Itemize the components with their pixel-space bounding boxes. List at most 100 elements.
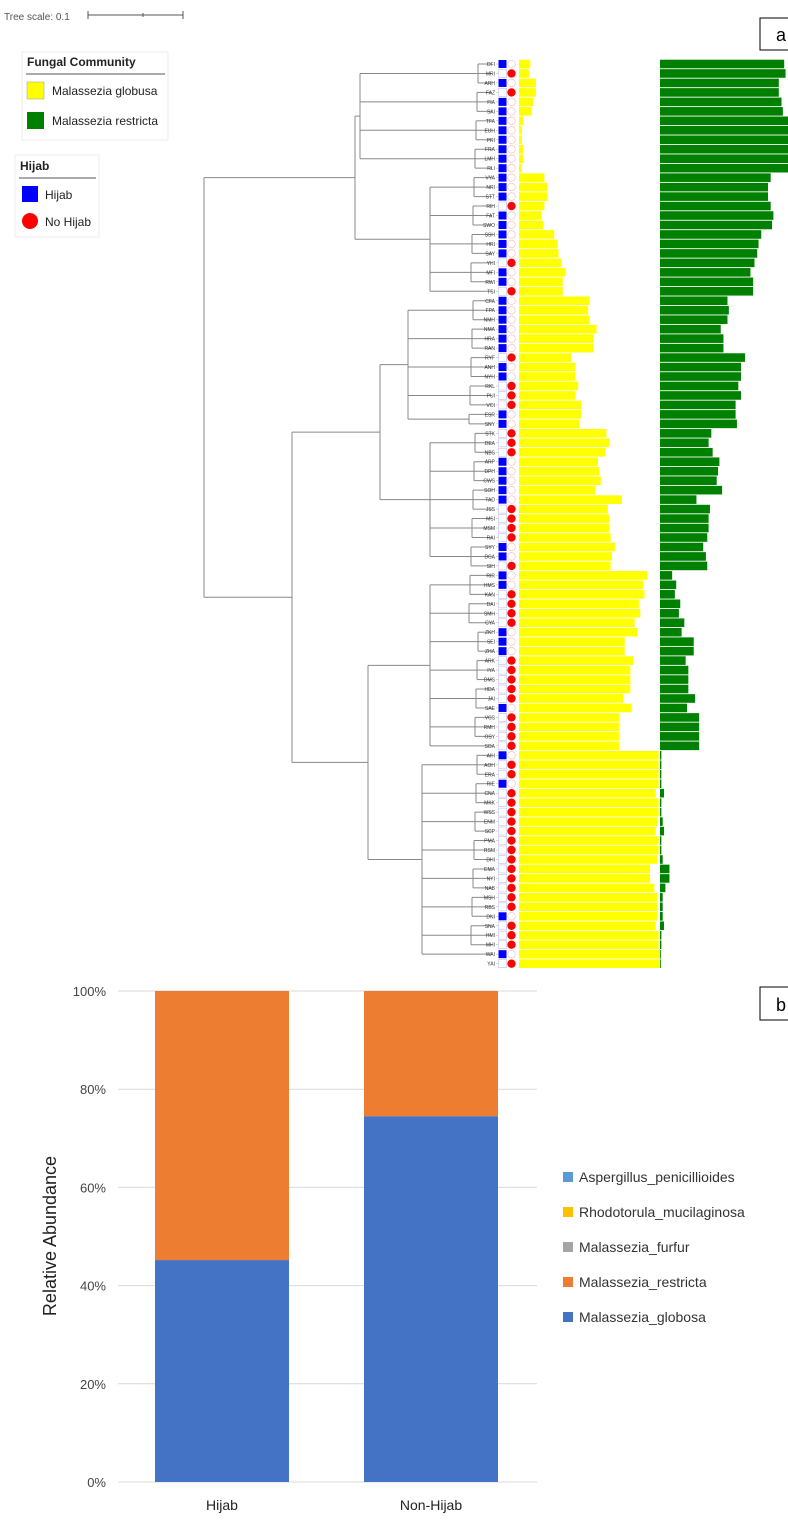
globosa-bar bbox=[519, 230, 555, 239]
legend-swatch bbox=[563, 1277, 573, 1287]
restricta-bar bbox=[660, 343, 724, 353]
restricta-bar bbox=[660, 296, 728, 306]
hijab-marker-empty bbox=[498, 533, 507, 542]
sample-row: NYH bbox=[484, 372, 741, 381]
no-hijab-marker-empty bbox=[507, 571, 516, 580]
hijab-marker-empty bbox=[498, 741, 507, 751]
globosa-bar bbox=[519, 637, 625, 646]
no-hijab-marker bbox=[507, 940, 516, 949]
restricta-bar bbox=[660, 239, 759, 249]
restricta-bar bbox=[660, 590, 675, 599]
sample-label: SAE bbox=[485, 706, 496, 712]
chart-legend: Aspergillus_penicillioides Rhodotorula_mu… bbox=[563, 1169, 745, 1325]
no-hijab-marker-empty bbox=[507, 457, 516, 466]
globosa-bar bbox=[519, 769, 659, 779]
hijab-marker-empty bbox=[498, 88, 507, 97]
hijab-marker bbox=[498, 315, 507, 324]
no-hijab-marker-empty bbox=[507, 552, 516, 561]
no-hijab-marker-empty bbox=[507, 306, 516, 315]
globosa-bar bbox=[519, 438, 610, 448]
hijab-marker-empty bbox=[498, 561, 507, 571]
no-hijab-marker bbox=[507, 921, 516, 930]
hijab-marker bbox=[498, 457, 507, 466]
globosa-bar bbox=[519, 476, 601, 485]
no-hijab-marker-empty bbox=[507, 343, 516, 353]
globosa-bar bbox=[519, 883, 655, 893]
no-hijab-marker bbox=[507, 533, 516, 542]
restricta-bar bbox=[660, 893, 663, 902]
globosa-bar bbox=[519, 182, 548, 192]
restricta-bar bbox=[660, 817, 663, 826]
no-hijab-marker-empty bbox=[507, 182, 516, 192]
sample-label: ESR bbox=[485, 412, 496, 418]
hijab-marker-empty bbox=[498, 769, 507, 779]
sample-label: DHI bbox=[486, 857, 495, 863]
no-hijab-marker bbox=[507, 656, 516, 665]
legend-label: Rhodotorula_mucilaginosa bbox=[579, 1204, 745, 1220]
sample-label: RLI bbox=[487, 166, 495, 172]
restricta-bar bbox=[660, 353, 746, 362]
restricta-bar bbox=[660, 855, 663, 864]
restricta-bar bbox=[660, 220, 773, 230]
sample-label: CFA bbox=[485, 299, 495, 305]
restricta-bar bbox=[660, 485, 723, 495]
sample-label: LMH bbox=[484, 157, 495, 163]
sample-row: RSM bbox=[484, 845, 662, 855]
globosa-bar bbox=[519, 959, 660, 968]
sample-row: EMA bbox=[484, 864, 670, 874]
no-hijab-marker bbox=[507, 874, 516, 883]
globosa-bar bbox=[519, 258, 562, 268]
sample-label: MRI bbox=[486, 71, 495, 77]
restricta-bar bbox=[660, 959, 661, 968]
sample-label: SCP bbox=[485, 829, 496, 835]
legend-swatch bbox=[563, 1207, 573, 1217]
restricta-bar bbox=[660, 249, 758, 258]
restricta-bar bbox=[660, 495, 697, 504]
globosa-bar bbox=[519, 571, 648, 580]
restricta-bar bbox=[660, 769, 662, 779]
globosa-bar bbox=[519, 798, 659, 807]
sample-row: ARP bbox=[485, 457, 720, 467]
sample-label: HRA bbox=[484, 337, 495, 343]
sample-label: NYH bbox=[484, 375, 495, 381]
bar-segment bbox=[364, 991, 498, 1117]
sample-label: HRI bbox=[486, 242, 495, 248]
sample-label: EUH bbox=[484, 128, 495, 134]
sample-row: SAY bbox=[485, 249, 758, 258]
sample-label: WAI bbox=[486, 952, 495, 958]
sample-row: ERA bbox=[485, 769, 662, 779]
globosa-bar bbox=[519, 930, 659, 940]
sample-label: MHI bbox=[486, 943, 495, 949]
sample-row: VCS bbox=[485, 713, 700, 722]
hijab-marker bbox=[498, 779, 507, 788]
globosa-bar bbox=[519, 608, 641, 618]
globosa-bar bbox=[519, 836, 659, 845]
sample-label: JSS bbox=[486, 507, 496, 513]
legend-label: Malassezia_furfur bbox=[579, 1239, 690, 1255]
hijab-marker-empty bbox=[498, 391, 507, 400]
sample-label: RAN bbox=[484, 346, 495, 352]
hijab-marker bbox=[498, 637, 507, 646]
sample-label: SWO bbox=[483, 223, 495, 229]
sample-label: JAI bbox=[488, 696, 495, 702]
sample-row: SOH bbox=[484, 485, 723, 495]
restricta-bar bbox=[660, 125, 788, 135]
restricta-bar bbox=[660, 59, 785, 69]
legend-swatch-globusa bbox=[26, 81, 45, 100]
hijab-marker-empty bbox=[498, 940, 507, 950]
sample-row: SSH bbox=[485, 230, 762, 239]
sample-label: AOH bbox=[484, 763, 495, 769]
hijab-marker bbox=[498, 296, 507, 305]
sample-label: SEI bbox=[487, 640, 495, 646]
no-hijab-marker bbox=[507, 931, 516, 940]
globosa-bar bbox=[519, 211, 542, 220]
no-hijab-marker bbox=[507, 788, 516, 798]
no-hijab-marker bbox=[507, 864, 516, 874]
y-tick-label: 60% bbox=[80, 1180, 106, 1195]
restricta-bar bbox=[660, 741, 700, 751]
no-hijab-marker bbox=[507, 504, 516, 514]
sample-label: DNI bbox=[486, 914, 495, 920]
hijab-marker bbox=[498, 476, 507, 485]
hijab-marker bbox=[498, 192, 507, 201]
no-hijab-marker-empty bbox=[507, 637, 516, 646]
